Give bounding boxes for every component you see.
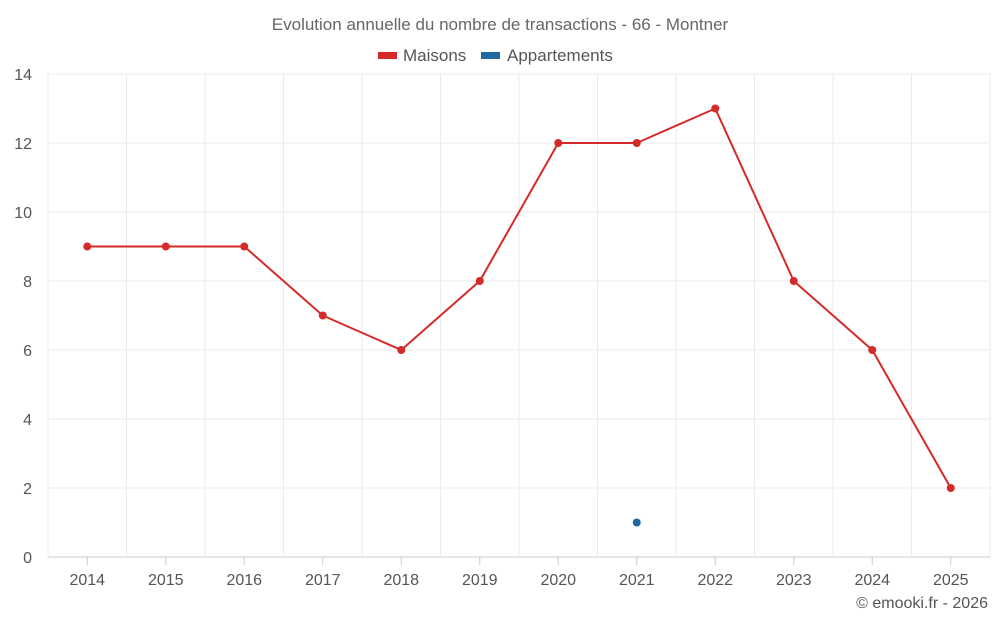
legend-label-maisons[interactable]: Maisons: [403, 46, 466, 65]
x-tick-label: 2023: [776, 572, 812, 589]
series-line-maisons: [87, 107, 952, 489]
x-tick-label: 2016: [226, 572, 262, 589]
y-tick-label: 2: [23, 481, 32, 498]
series-layer: [83, 104, 955, 527]
data-point-maisons-2023[interactable]: [789, 277, 798, 285]
x-axis: 2014 2015 2016 2017 2018 2019 2020 2021 2022 2023…: [69, 557, 969, 589]
legend-swatch-appartements: [481, 52, 500, 59]
data-point-maisons-2024[interactable]: [868, 346, 877, 354]
x-tick-label: 2025: [933, 572, 969, 589]
data-point-maisons-2025[interactable]: [946, 484, 955, 492]
x-tick-label: 2021: [619, 572, 655, 589]
y-tick-label: 6: [23, 343, 32, 360]
credit: © emooki.fr - 2026: [856, 595, 988, 612]
x-tick-label: 2018: [383, 572, 419, 589]
data-point-maisons-2016[interactable]: [240, 242, 249, 251]
y-axis: 0 2 4 6 8 10 12 14: [14, 67, 32, 567]
grid: [47, 73, 991, 558]
x-tick-label: 2020: [540, 572, 576, 589]
data-point-maisons-2018[interactable]: [397, 346, 406, 354]
legend-swatch-maisons: [378, 52, 397, 59]
x-tick-label: 2014: [69, 572, 105, 589]
legend-label-appartements[interactable]: Appartements: [507, 46, 613, 65]
x-tick-label: 2017: [305, 572, 341, 589]
legend: Maisons Appartements: [378, 46, 613, 65]
y-tick-label: 4: [23, 412, 32, 429]
x-tick-label: 2015: [148, 572, 184, 589]
data-point-maisons-2021[interactable]: [632, 139, 641, 147]
data-point-maisons-2022[interactable]: [711, 104, 720, 113]
y-tick-label: 10: [14, 205, 32, 222]
data-point-appartements-2021[interactable]: [632, 518, 641, 527]
y-tick-label: 12: [14, 136, 32, 153]
data-point-maisons-2020[interactable]: [554, 139, 563, 147]
data-point-maisons-2017[interactable]: [318, 311, 327, 320]
y-tick-label: 14: [14, 67, 32, 84]
x-tick-label: 2024: [854, 572, 890, 589]
y-tick-label: 0: [23, 550, 32, 567]
data-point-maisons-2015[interactable]: [161, 242, 170, 251]
x-tick-label: 2019: [462, 572, 498, 589]
data-point-maisons-2014[interactable]: [83, 242, 92, 251]
x-tick-label: 2022: [697, 572, 733, 589]
chart-title: Evolution annuelle du nombre de transact…: [272, 15, 729, 34]
y-tick-label: 8: [23, 274, 32, 291]
data-point-maisons-2019[interactable]: [475, 277, 484, 285]
